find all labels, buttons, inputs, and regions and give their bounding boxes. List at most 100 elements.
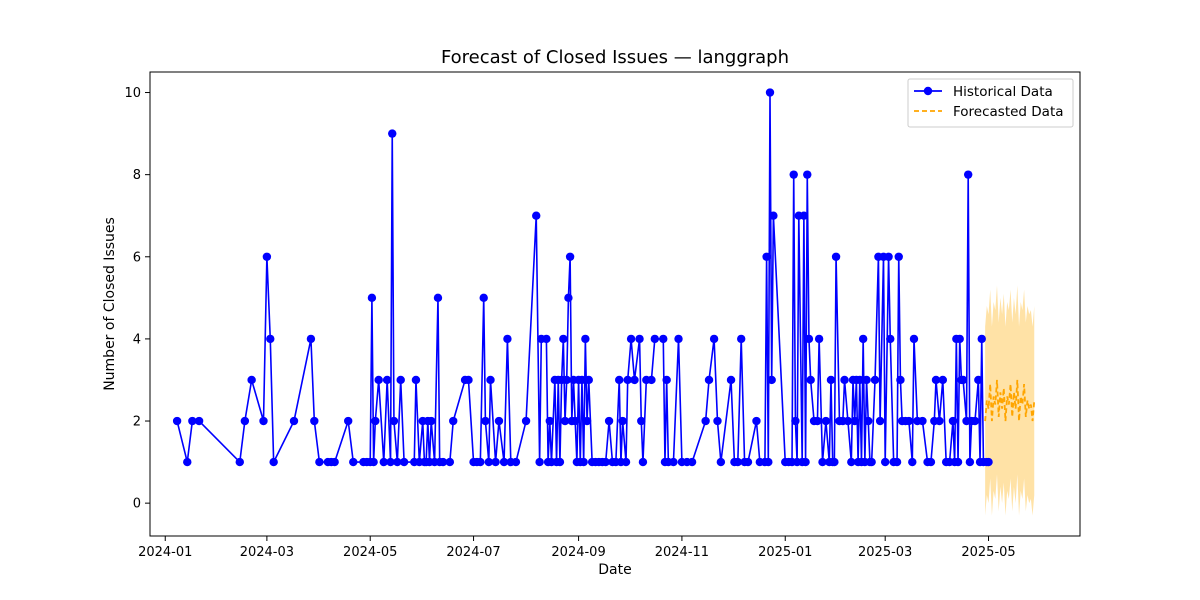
historical-data-point bbox=[769, 211, 778, 220]
historical-data-point bbox=[521, 416, 531, 426]
legend-box bbox=[907, 78, 1074, 128]
historical-data-point bbox=[445, 457, 455, 467]
historical-data-point bbox=[183, 457, 192, 467]
historical-data-point bbox=[674, 334, 683, 344]
historical-data-point bbox=[830, 457, 839, 467]
historical-data-point bbox=[560, 416, 570, 426]
historical-data-point bbox=[908, 457, 917, 467]
y-tick-label: 6 bbox=[133, 250, 141, 265]
historical-data-point bbox=[659, 334, 668, 344]
historical-data-point bbox=[963, 170, 973, 179]
historical-data-point bbox=[621, 457, 631, 467]
legend-forecast-label: Forecasted Data bbox=[953, 104, 1064, 120]
historical-data-point bbox=[555, 457, 565, 467]
historical-data-point bbox=[637, 416, 646, 426]
historical-data-point bbox=[955, 334, 964, 344]
historical-data-point bbox=[709, 334, 719, 344]
historical-data-point bbox=[630, 375, 639, 385]
historical-data-point bbox=[481, 416, 490, 426]
historical-data-point bbox=[858, 334, 868, 344]
historical-data-point bbox=[369, 457, 378, 467]
historical-data-point bbox=[371, 416, 380, 426]
historical-data-point bbox=[623, 375, 632, 385]
historical-data-point bbox=[701, 416, 710, 426]
historical-data-point bbox=[804, 334, 814, 344]
x-tick-label: 2025-01 bbox=[758, 545, 812, 560]
historical-data-point bbox=[855, 375, 864, 385]
historical-data-point bbox=[310, 416, 319, 426]
historical-data-point bbox=[449, 416, 458, 426]
series-layer bbox=[172, 88, 1036, 467]
historical-data-point bbox=[289, 416, 299, 426]
historical-data-point bbox=[247, 375, 256, 385]
chart-title: Forecast of Closed Issues — langgraph bbox=[441, 47, 789, 68]
historical-data-point bbox=[172, 416, 182, 426]
historical-data-point bbox=[864, 416, 873, 426]
historical-data-point bbox=[562, 375, 571, 385]
historical-data-point bbox=[615, 375, 624, 385]
historical-data-point bbox=[762, 252, 771, 261]
historical-data-point bbox=[799, 211, 809, 220]
forecast-confidence-band bbox=[985, 285, 1035, 516]
historical-data-point bbox=[259, 416, 268, 426]
historical-data-point bbox=[953, 457, 963, 467]
historical-data-point bbox=[789, 170, 798, 179]
y-tick-label: 10 bbox=[124, 86, 141, 101]
historical-data-point bbox=[896, 375, 905, 385]
historical-data-point bbox=[565, 252, 575, 261]
historical-data-point bbox=[535, 457, 544, 467]
historical-data-point bbox=[494, 416, 504, 426]
historical-data-point bbox=[821, 416, 831, 426]
historical-data-point bbox=[647, 375, 656, 385]
historical-data-point bbox=[892, 457, 902, 467]
historical-data-point bbox=[948, 416, 958, 426]
historical-data-point bbox=[726, 375, 736, 385]
historical-data-point bbox=[269, 457, 278, 467]
y-tick-label: 2 bbox=[133, 415, 141, 430]
historical-data-point bbox=[801, 457, 810, 467]
historical-data-point bbox=[638, 457, 648, 467]
historical-data-point bbox=[330, 457, 339, 467]
x-axis-title: Date bbox=[598, 562, 631, 578]
historical-data-point bbox=[476, 457, 485, 467]
x-tick-label: 2024-05 bbox=[343, 545, 397, 560]
historical-data-point bbox=[635, 334, 644, 344]
historical-data-point bbox=[687, 457, 697, 467]
historical-data-point bbox=[737, 334, 746, 344]
historical-data-point bbox=[503, 334, 512, 344]
historical-data-point bbox=[386, 457, 395, 467]
historical-data-point bbox=[806, 375, 815, 385]
historical-data-point bbox=[188, 416, 197, 426]
historical-data-point bbox=[411, 375, 421, 385]
historical-data-point bbox=[389, 416, 399, 426]
historical-data-point bbox=[491, 457, 500, 467]
historical-data-point bbox=[484, 457, 493, 467]
historical-data-point bbox=[626, 334, 636, 344]
historical-data-point bbox=[464, 375, 473, 385]
historical-data-point bbox=[367, 293, 377, 303]
historical-data-point bbox=[803, 170, 812, 179]
x-tick-label: 2025-05 bbox=[961, 545, 1015, 560]
historical-data-point bbox=[931, 375, 941, 385]
historical-data-point bbox=[194, 416, 204, 426]
historical-data-point bbox=[977, 334, 986, 344]
historical-data-point bbox=[235, 457, 244, 467]
x-tick-label: 2024-11 bbox=[655, 545, 709, 560]
historical-data-point bbox=[965, 457, 975, 467]
historical-data-point bbox=[764, 457, 773, 467]
historical-data-point bbox=[870, 375, 880, 385]
historical-data-point bbox=[831, 252, 841, 261]
historical-data-point bbox=[545, 416, 554, 426]
historical-data-point bbox=[486, 375, 495, 385]
historical-data-point bbox=[826, 375, 836, 385]
historical-data-point bbox=[315, 457, 324, 467]
historical-data-point bbox=[791, 416, 800, 426]
historical-data-point bbox=[894, 252, 903, 261]
historical-data-point bbox=[542, 334, 551, 344]
historical-data-point bbox=[904, 416, 914, 426]
historical-data-point bbox=[662, 375, 671, 385]
historical-data-point bbox=[862, 375, 871, 385]
historical-data-point bbox=[582, 416, 592, 426]
historical-data-point bbox=[752, 416, 761, 426]
